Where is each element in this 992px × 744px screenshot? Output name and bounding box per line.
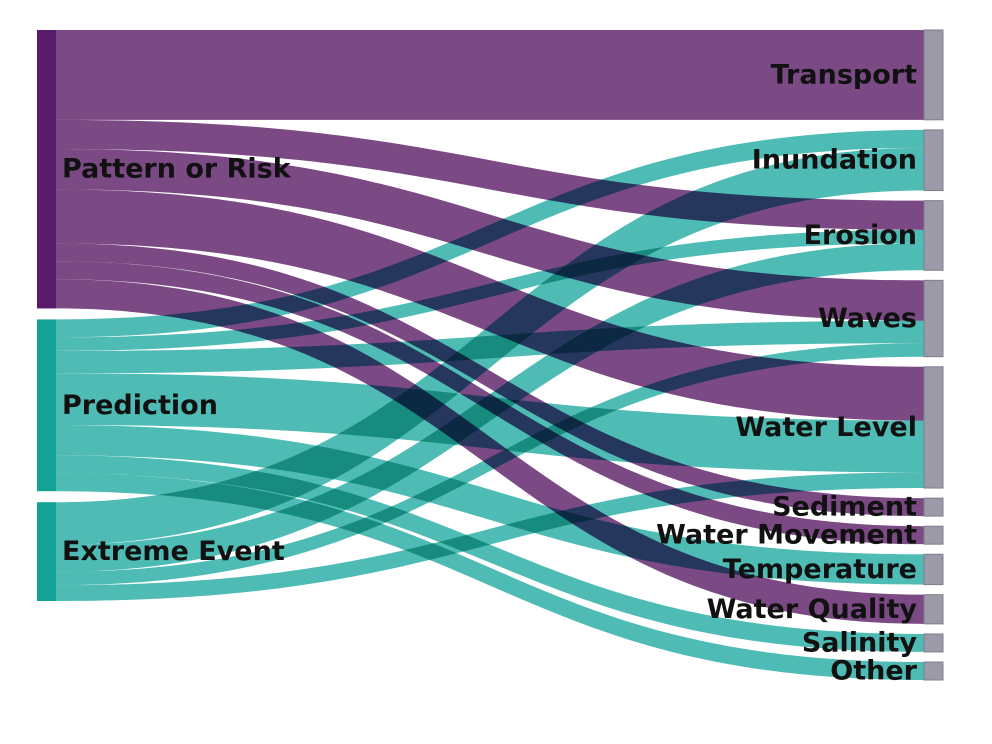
flow-pattern-to-sediment[interactable] <box>56 243 924 517</box>
flow-prediction-to-inundation[interactable] <box>56 129 924 338</box>
target-node-other[interactable] <box>923 661 944 681</box>
target-node-water_movement[interactable] <box>923 525 944 545</box>
target-label-water_movement: Water Movement <box>656 520 917 551</box>
target-node-erosion[interactable] <box>923 200 944 271</box>
source-node-extreme[interactable] <box>37 502 56 601</box>
nodes <box>37 29 944 681</box>
target-label-waves: Waves <box>818 303 917 334</box>
flow-extreme-to-waves[interactable] <box>56 343 924 586</box>
source-label-extreme: Extreme Event <box>62 536 285 567</box>
source-label-pattern: Pattern or Risk <box>62 154 292 185</box>
target-node-waves[interactable] <box>923 279 944 358</box>
node-labels: Pattern or Risk Prediction Extreme Event Tr… <box>62 59 918 686</box>
target-node-water_level[interactable] <box>923 366 944 489</box>
target-label-other: Other <box>830 656 917 687</box>
target-node-temperature[interactable] <box>923 553 944 586</box>
flow-pattern-to-water_level[interactable] <box>56 189 924 421</box>
flow-extreme-to-water_level[interactable] <box>56 472 924 601</box>
source-node-prediction[interactable] <box>37 319 56 492</box>
target-label-erosion: Erosion <box>804 220 917 251</box>
target-label-inundation: Inundation <box>752 145 917 176</box>
target-label-salinity: Salinity <box>802 627 918 658</box>
source-node-pattern[interactable] <box>37 30 56 309</box>
target-node-water_quality[interactable] <box>923 594 944 625</box>
source-label-prediction: Prediction <box>62 390 218 421</box>
flow-pattern-to-transport[interactable] <box>56 30 924 120</box>
flow-extreme-to-inundation[interactable] <box>56 147 924 545</box>
flow-pattern-to-water_quality[interactable] <box>56 279 924 624</box>
flow-links <box>56 30 924 680</box>
target-label-water_quality: Water Quality <box>707 594 918 625</box>
target-label-transport: Transport <box>771 59 917 90</box>
target-node-salinity[interactable] <box>923 633 944 653</box>
flow-prediction-to-water_level[interactable] <box>56 373 924 473</box>
flow-prediction-to-erosion[interactable] <box>56 229 924 351</box>
target-label-sediment: Sediment <box>772 492 917 523</box>
target-label-temperature: Temperature <box>723 554 917 585</box>
flow-extreme-to-erosion[interactable] <box>56 243 924 572</box>
flow-prediction-to-other[interactable] <box>56 473 924 680</box>
target-node-sediment[interactable] <box>923 497 944 517</box>
flow-prediction-to-salinity[interactable] <box>56 455 924 652</box>
target-node-inundation[interactable] <box>923 129 944 192</box>
target-node-transport[interactable] <box>923 29 944 121</box>
target-label-water_level: Water Level <box>735 412 917 443</box>
